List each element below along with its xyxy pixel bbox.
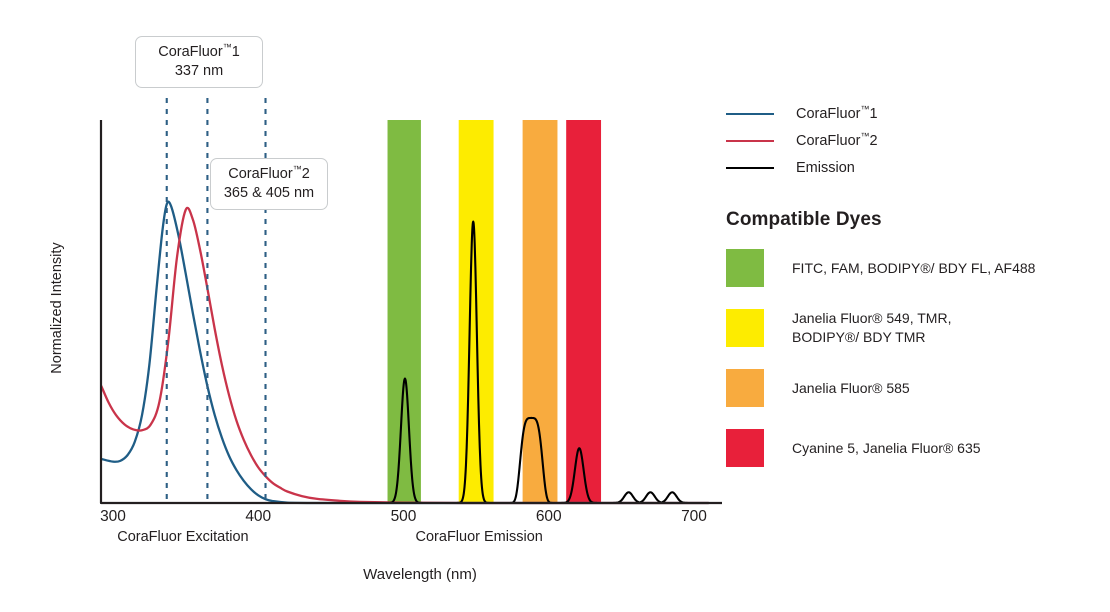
dye-item-1: Janelia Fluor® 549, TMR, BODIPY®/ BDY TMR: [726, 309, 1110, 347]
callout-corafluor-1: CoraFluor™1 337 nm: [135, 36, 263, 89]
callout-2-value: 365 & 405 nm: [223, 184, 315, 201]
series-legend: CoraFluor™1 CoraFluor™2 Emission: [726, 100, 1110, 181]
legend-item-0: CoraFluor™1: [726, 100, 1110, 127]
emission-band-0: [387, 120, 421, 503]
trademark-symbol: ™: [860, 130, 870, 141]
dye-label-line1: Janelia Fluor® 549, TMR,: [792, 310, 952, 327]
legend-label-text: CoraFluor: [796, 132, 861, 149]
legend-line-swatch: [726, 112, 774, 115]
y-axis-title: Normalized Intensity: [49, 242, 65, 374]
dye-label-line1: Cyanine 5, Janelia Fluor® 635: [792, 439, 981, 456]
x-tick-label-400: 400: [245, 508, 272, 525]
x-tick-label-300: 300: [100, 508, 126, 525]
legend-label-text: CoraFluor: [796, 105, 861, 122]
compatible-dyes-list: FITC, FAM, BODIPY®/ BDY FL, AF488 Janelia…: [726, 249, 1110, 467]
dye-item-label: Cyanine 5, Janelia Fluor® 635: [792, 439, 981, 458]
legend-item-1: CoraFluor™2: [726, 127, 1110, 154]
dye-item-label: FITC, FAM, BODIPY®/ BDY FL, AF488: [792, 259, 1035, 278]
legend-item-label: CoraFluor™2: [796, 130, 878, 149]
emission-band-3: [566, 120, 602, 503]
series-path-1: [100, 206, 710, 505]
x-tick-label-500: 500: [390, 508, 417, 525]
dye-color-swatch: [726, 369, 764, 407]
callout-1-title: CoraFluor™1: [158, 42, 240, 60]
dye-item-2: Janelia Fluor® 585: [726, 369, 1110, 407]
dye-label-line1: Janelia Fluor® 585: [792, 379, 910, 396]
callout-corafluor-2: CoraFluor™2 365 & 405 nm: [210, 158, 328, 211]
callout-2-title: CoraFluor™2: [228, 164, 310, 182]
dye-color-swatch: [726, 309, 764, 347]
x-tick-label-600: 600: [535, 508, 562, 525]
legend-line-swatch: [726, 139, 774, 142]
legend-label-text: Emission: [796, 159, 855, 176]
dye-color-swatch: [726, 429, 764, 467]
series-path-2: [99, 220, 710, 505]
plot-area: Normalized Intensity Wavelength (nm) 300…: [49, 98, 722, 583]
dye-label-line1: FITC, FAM, BODIPY®/ BDY FL, AF488: [792, 259, 1036, 276]
range-label-0: CoraFluor Excitation: [117, 529, 249, 545]
trademark-symbol: ™: [292, 164, 302, 175]
legend-label-index: 2: [869, 132, 878, 149]
legend-panel: CoraFluor™1 CoraFluor™2 Emission Compatibl…: [726, 100, 1110, 560]
dye-item-label: Janelia Fluor® 549, TMR, BODIPY®/ BDY TMR: [792, 309, 951, 347]
callout-1-value: 337 nm: [174, 62, 224, 79]
x-axis-title: Wavelength (nm): [363, 566, 477, 583]
range-label-1: CoraFluor Emission: [415, 529, 543, 545]
x-tick-label-700: 700: [681, 508, 707, 525]
legend-item-2: Emission: [726, 154, 1110, 181]
dye-item-label: Janelia Fluor® 585: [792, 379, 910, 398]
dye-color-swatch: [726, 249, 764, 287]
legend-label-index: 1: [869, 105, 878, 122]
dye-item-0: FITC, FAM, BODIPY®/ BDY FL, AF488: [726, 249, 1110, 287]
compatible-dyes-heading: Compatible Dyes: [726, 209, 882, 230]
legend-item-label: CoraFluor™1: [796, 103, 878, 122]
dye-label-line2: BODIPY®/ BDY TMR: [792, 329, 926, 345]
spectra-plot: [99, 98, 722, 505]
dye-item-3: Cyanine 5, Janelia Fluor® 635: [726, 429, 1110, 467]
trademark-symbol: ™: [222, 42, 232, 53]
trademark-symbol: ™: [860, 103, 870, 114]
legend-line-swatch: [726, 166, 774, 169]
legend-item-label: Emission: [796, 160, 855, 176]
